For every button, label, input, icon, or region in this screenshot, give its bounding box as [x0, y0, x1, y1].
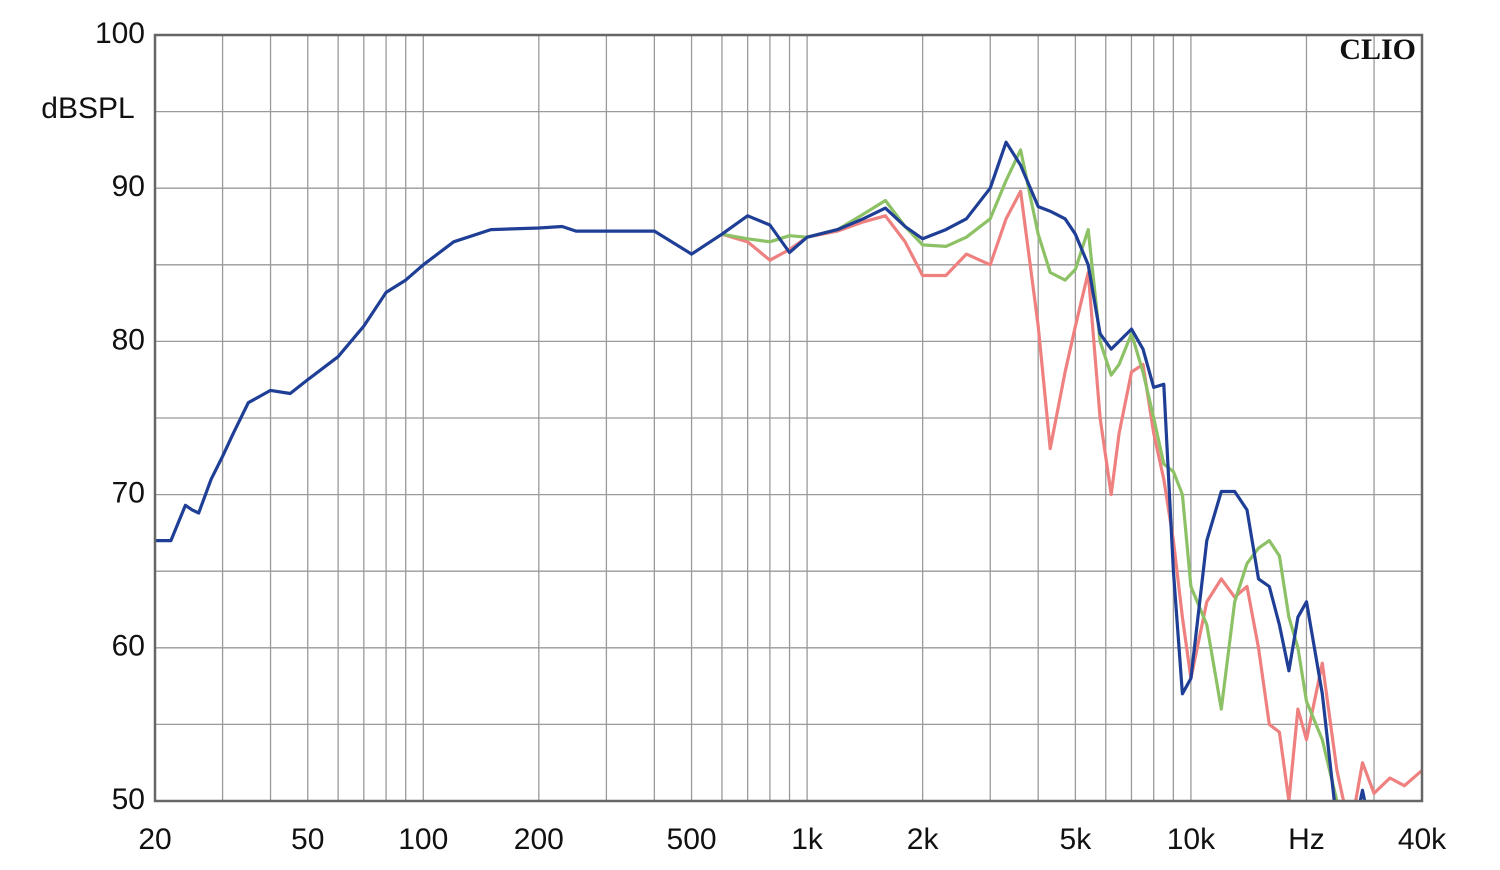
y-tick-label: 50	[112, 783, 145, 816]
response-line	[721, 189, 1422, 801]
y-tick-label: 70	[112, 477, 145, 510]
tick-labels: 50 60 70 80 90 100 20 50 100 200 500 1k 2k 5k 10k Hz 40k	[95, 17, 1447, 856]
x-tick-label: 2k	[907, 823, 940, 856]
x-tick-label: 10k	[1167, 823, 1216, 856]
plot-area	[155, 140, 1422, 801]
y-tick-label: 60	[112, 630, 145, 663]
grid	[154, 34, 1423, 802]
x-tick-label: 200	[514, 823, 564, 856]
x-tick-label: 100	[398, 823, 448, 856]
x-tick-label: 5k	[1060, 823, 1093, 856]
plot-frame	[153, 33, 1424, 803]
response-line	[721, 148, 1339, 801]
x-tick-label: 40k	[1398, 823, 1447, 856]
y-axis-label: dBSPL	[41, 92, 134, 125]
y-tick-label: 90	[112, 170, 145, 203]
y-tick-label: 100	[95, 17, 145, 50]
x-tick-label: 1k	[791, 823, 824, 856]
x-tick-label: 50	[291, 823, 324, 856]
response-line	[155, 140, 1367, 801]
x-tick-label: 20	[138, 823, 171, 856]
x-tick-label: 500	[667, 823, 717, 856]
y-tick-label: 80	[112, 323, 145, 356]
x-tick-label: Hz	[1288, 823, 1325, 856]
watermark: CLIO	[1339, 33, 1416, 66]
